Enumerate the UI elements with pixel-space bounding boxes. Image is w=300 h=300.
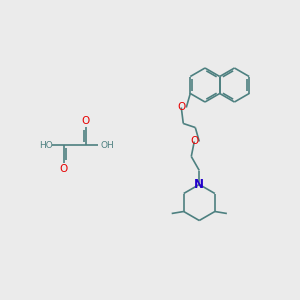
Text: N: N [194,178,204,191]
Text: O: O [190,136,198,146]
Text: HO: HO [39,140,53,149]
Text: O: O [177,103,185,112]
Text: OH: OH [100,140,114,149]
Text: O: O [82,116,90,126]
Text: O: O [60,164,68,174]
